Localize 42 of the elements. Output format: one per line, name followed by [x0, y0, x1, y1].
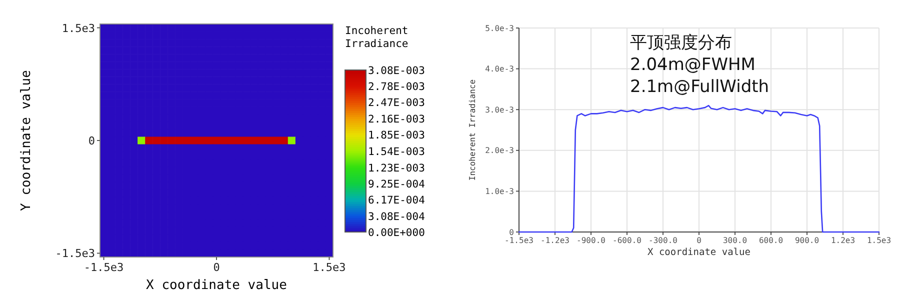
color-bar-label: 3.08E-004 — [368, 210, 425, 223]
x-tick-label: 1.2e3 — [830, 236, 856, 245]
x-tick-label: -1.5e3 — [504, 236, 534, 245]
y-tick-label: -1.5e3 — [55, 247, 95, 260]
y-tick-label: 5.0e-3 — [485, 24, 514, 33]
y-tick-label: 4.0e-3 — [485, 64, 514, 74]
color-bar-label: 3.08E-003 — [368, 65, 425, 77]
x-tick-label: 0 — [696, 236, 702, 245]
x-tick-label: 1.5e3 — [866, 236, 892, 245]
color-bar-label: 1.54E-003 — [368, 146, 425, 158]
color-bar-label: 6.17E-004 — [368, 194, 425, 207]
x-axis-title: X coordinate value — [648, 247, 751, 258]
color-bar-label: 2.78E-003 — [368, 80, 425, 93]
y-tick-label: 1.0e-3 — [485, 187, 514, 196]
x-tick-label: 1.5e3 — [312, 261, 346, 274]
color-bar-label: 9.25E-004 — [368, 178, 425, 190]
y-tick-label: 0 — [509, 228, 514, 237]
y-tick-label: 1.5e3 — [62, 22, 95, 35]
y-axis-title: Y coordinate value — [19, 70, 34, 211]
y-axis-title: Incoherent Irradiance — [468, 79, 477, 181]
color-bar-label: 1.23E-003 — [368, 162, 425, 174]
color-bar-label: 2.16E-003 — [368, 113, 425, 126]
x-tick-label: 0 — [213, 261, 220, 274]
x-tick-label: -300.0 — [648, 236, 678, 245]
y-tick-label: 0 — [88, 134, 95, 148]
color-bar-label: 2.47E-003 — [368, 97, 425, 110]
annotation: 2.1m@FullWidth — [630, 77, 770, 97]
x-tick-label: 600.0 — [758, 236, 784, 245]
x-tick-label: -600.0 — [612, 236, 642, 245]
x-tick-label: -1.5e3 — [84, 261, 124, 274]
x-tick-label: 900.0 — [794, 236, 820, 245]
x-tick-label: 300.0 — [722, 236, 748, 245]
x-tick-label: -1.2e3 — [540, 236, 570, 245]
x-axis-title: X coordinate value — [146, 278, 288, 293]
y-tick-label: 3.0e-3 — [485, 105, 514, 114]
x-tick-label: -900.0 — [576, 236, 606, 245]
annotation: 平顶强度分布 — [630, 33, 732, 53]
annotation: 2.04m@FWHM — [630, 55, 756, 75]
color-bar-title: Incoherent Irradiance — [345, 25, 408, 50]
color-bar-label: 0.00E+000 — [368, 227, 425, 239]
color-bar-label: 1.85E-003 — [368, 130, 425, 142]
y-tick-label: 2.0e-3 — [485, 146, 514, 156]
